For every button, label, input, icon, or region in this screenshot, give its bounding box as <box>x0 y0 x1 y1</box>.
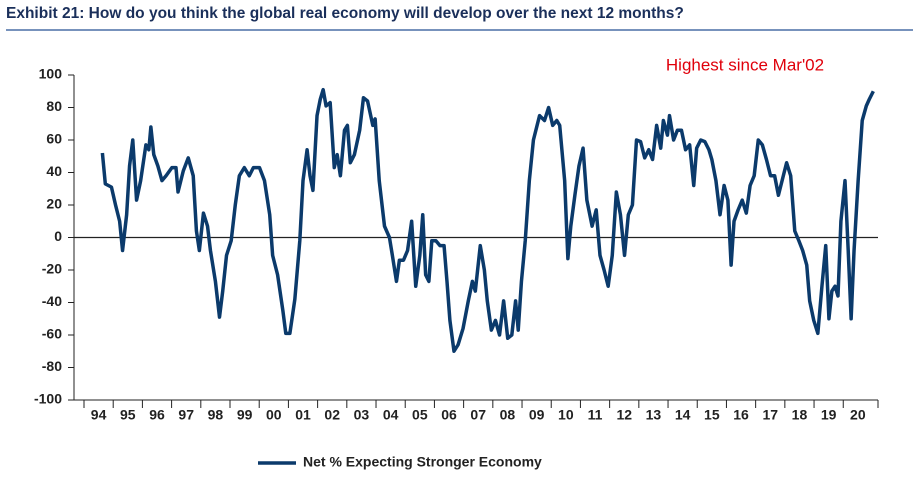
y-tick-label: 60 <box>46 131 62 147</box>
x-tick-label: 00 <box>266 407 282 423</box>
x-tick-label: 98 <box>208 407 224 423</box>
x-tick-label: 15 <box>704 407 720 423</box>
x-tick-label: 11 <box>588 407 603 423</box>
y-tick-label: -60 <box>42 326 62 342</box>
x-tick-label: 09 <box>529 407 545 423</box>
line-series <box>100 87 875 353</box>
y-tick-label: -80 <box>42 358 62 374</box>
y-tick-label: 20 <box>46 196 62 212</box>
chart-title: Exhibit 21: How do you think the global … <box>6 5 684 22</box>
x-tick-label: 01 <box>295 407 311 423</box>
x-tick-label: 10 <box>558 407 574 423</box>
x-tick-label: 13 <box>646 407 662 423</box>
x-tick-label: 02 <box>324 407 340 423</box>
x-tick-label: 08 <box>500 407 516 423</box>
x-tick-label: 94 <box>91 407 107 423</box>
x-tick-label: 96 <box>149 407 165 423</box>
annotation: Highest since Mar'02 <box>666 55 824 74</box>
x-tick-label: 97 <box>178 407 194 423</box>
y-tick-label: 80 <box>46 98 62 114</box>
y-tick-label: 0 <box>54 228 62 244</box>
x-tick-label: 04 <box>383 407 399 423</box>
x-tick-label: 19 <box>821 407 837 423</box>
x-tick-label: 99 <box>237 407 253 423</box>
x-tick-label: 95 <box>120 407 136 423</box>
x-tick-label: 05 <box>412 407 428 423</box>
y-tick-label: -40 <box>42 293 62 309</box>
y-tick-label: 40 <box>46 163 62 179</box>
x-tick-label: 03 <box>354 407 370 423</box>
x-tick-label: 18 <box>792 407 808 423</box>
legend-label: Net % Expecting Stronger Economy <box>303 454 542 470</box>
x-tick-label: 06 <box>441 407 457 423</box>
x-tick-label: 07 <box>470 407 486 423</box>
x-tick-label: 12 <box>616 407 632 423</box>
x-tick-label: 20 <box>850 407 866 423</box>
y-tick-label: 100 <box>39 66 63 82</box>
x-tick-label: 16 <box>733 407 749 423</box>
x-tick-label: 17 <box>762 407 778 423</box>
y-tick-label: -100 <box>34 391 62 407</box>
x-tick-label: 14 <box>675 407 691 423</box>
y-tick-label: -20 <box>42 261 62 277</box>
